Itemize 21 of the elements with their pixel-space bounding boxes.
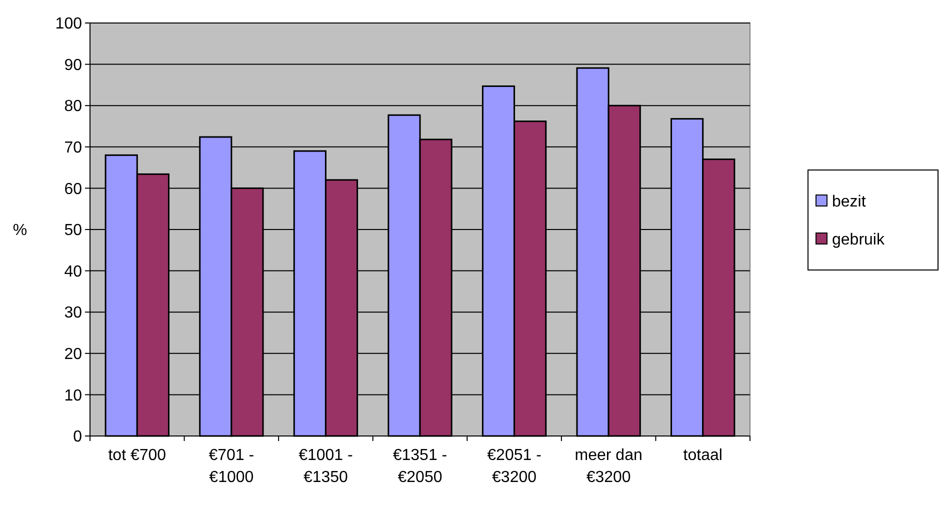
- y-tick-label: 20: [64, 346, 82, 363]
- x-tick-label: €1351 - €2050: [392, 447, 448, 486]
- x-tick-label: totaal: [683, 447, 722, 464]
- y-tick-label: 80: [64, 98, 82, 116]
- x-tick-label: €701 - €1000: [208, 447, 254, 486]
- y-tick-label: 40: [64, 263, 82, 280]
- x-tick-label: €2051 - €3200: [487, 447, 542, 486]
- x-tick-label: tot €700: [108, 447, 166, 464]
- legend-label: gebruik: [832, 232, 886, 249]
- y-tick-label: 0: [73, 428, 82, 446]
- x-tick-label: meer dan €3200: [574, 447, 642, 486]
- y-tick-label: 50: [64, 222, 82, 240]
- legend-label: bezit: [832, 194, 866, 211]
- y-tick-label: 30: [64, 304, 82, 322]
- x-tick-label: €1001 - €1350: [298, 447, 353, 486]
- y-tick-label: 10: [64, 387, 82, 404]
- y-tick-label: 70: [64, 140, 82, 156]
- y-tick-label: 60: [64, 180, 82, 198]
- y-axis-title: %: [12, 222, 28, 240]
- y-tick-label: 90: [64, 56, 82, 74]
- y-tick-label: 100: [55, 16, 82, 33]
